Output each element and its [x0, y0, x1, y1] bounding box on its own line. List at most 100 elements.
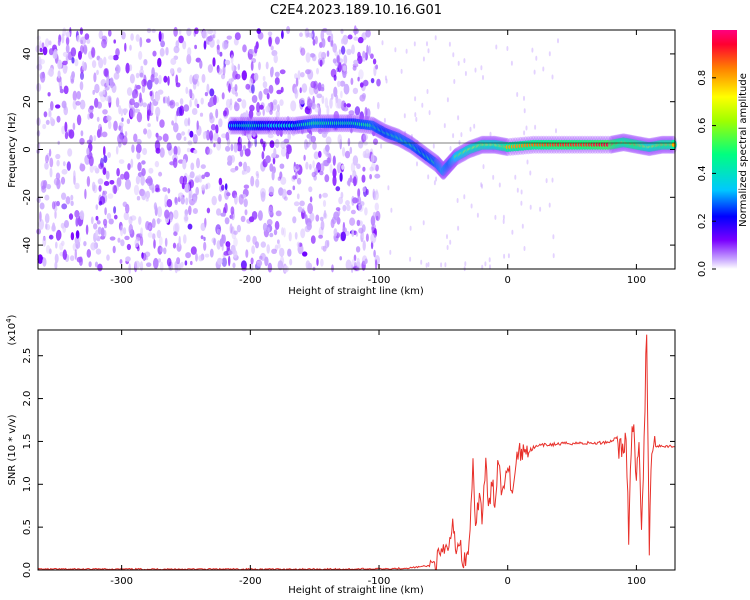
noise-speckle — [100, 227, 105, 237]
noise-speckle — [88, 107, 94, 114]
noise-speckle — [241, 129, 245, 137]
noise-speckle — [103, 181, 110, 186]
noise-speckle — [203, 236, 206, 241]
noise-speckle — [207, 64, 213, 73]
noise-speckle — [270, 45, 274, 51]
noise-speckle — [374, 259, 378, 270]
noise-speckle — [333, 86, 338, 98]
noise-speckle — [529, 204, 532, 210]
noise-speckle — [281, 227, 284, 236]
noise-speckle — [93, 135, 97, 142]
noise-speckle — [492, 174, 495, 180]
noise-speckle — [45, 119, 50, 125]
noise-speckle — [57, 59, 63, 70]
noise-speckle — [482, 164, 485, 170]
noise-speckle — [254, 45, 258, 54]
spectrogram-y-ticks: -40 -20 0 20 40 — [22, 48, 675, 253]
noise-speckle — [63, 105, 68, 116]
noise-speckle — [470, 203, 473, 209]
x-tick-label: 100 — [627, 576, 646, 587]
noise-speckle — [310, 235, 316, 244]
noise-speckle — [130, 215, 137, 221]
noise-speckle — [156, 135, 163, 141]
noise-speckle — [169, 68, 174, 75]
noise-speckle — [286, 144, 292, 155]
noise-speckle — [198, 255, 204, 262]
noise-speckle — [449, 239, 452, 245]
noise-speckle — [193, 149, 198, 154]
noise-speckle — [151, 218, 156, 229]
noise-speckle — [237, 63, 240, 71]
noise-speckle — [353, 254, 357, 262]
noise-speckle — [421, 102, 424, 108]
noise-speckle — [260, 241, 266, 248]
noise-speckle — [129, 73, 135, 84]
noise-speckle — [124, 235, 130, 241]
noise-speckle — [68, 213, 74, 220]
noise-speckle — [222, 110, 227, 117]
noise-speckle — [362, 79, 369, 87]
noise-speckle — [98, 163, 104, 170]
noise-speckle — [125, 179, 131, 190]
noise-speckle — [94, 261, 99, 268]
noise-speckle — [343, 83, 350, 95]
noise-speckle — [200, 222, 206, 232]
noise-speckle — [79, 27, 83, 35]
noise-speckle — [290, 100, 297, 112]
noise-speckle — [123, 171, 130, 181]
colorbar-tick-label: 0.8 — [697, 70, 708, 86]
noise-speckle — [345, 200, 350, 206]
noise-speckle — [460, 132, 463, 138]
noise-speckle — [86, 176, 91, 187]
noise-speckle — [119, 259, 123, 264]
noise-speckle — [55, 241, 58, 249]
noise-speckle — [192, 196, 197, 204]
noise-speckle — [514, 174, 517, 180]
noise-speckle — [75, 100, 81, 106]
noise-speckle — [332, 43, 338, 53]
noise-speckle — [338, 49, 342, 55]
noise-speckle — [323, 210, 327, 218]
noise-speckle — [316, 162, 321, 171]
noise-speckle — [209, 248, 214, 258]
noise-speckle — [137, 162, 142, 172]
noise-speckle — [265, 61, 269, 70]
noise-speckle — [102, 89, 106, 95]
noise-speckle — [218, 177, 223, 186]
noise-speckle — [409, 256, 412, 262]
noise-speckle — [66, 161, 71, 171]
noise-speckle — [36, 83, 42, 92]
noise-speckle — [481, 264, 484, 270]
noise-speckle — [151, 102, 154, 114]
noise-speckle — [97, 263, 103, 272]
noise-speckle — [129, 98, 135, 106]
noise-speckle — [133, 102, 140, 109]
noise-speckle — [61, 169, 68, 175]
noise-speckle — [427, 48, 430, 54]
noise-speckle — [222, 40, 228, 50]
noise-speckle — [381, 40, 384, 46]
noise-speckle — [332, 155, 336, 166]
noise-speckle — [42, 236, 47, 247]
noise-speckle — [356, 219, 361, 227]
noise-speckle — [226, 35, 232, 40]
noise-speckle — [96, 220, 101, 225]
noise-speckle — [64, 131, 69, 140]
noise-speckle — [109, 77, 114, 89]
noise-speckle — [324, 174, 330, 183]
noise-speckle — [305, 52, 311, 63]
noise-speckle — [322, 192, 328, 198]
noise-speckle — [157, 89, 164, 95]
noise-speckle — [370, 153, 375, 164]
noise-speckle — [302, 251, 308, 257]
noise-speckle — [164, 209, 170, 219]
noise-speckle — [207, 148, 213, 155]
noise-speckle — [68, 129, 75, 139]
noise-speckle — [130, 158, 134, 168]
noise-speckle — [120, 239, 125, 247]
noise-speckle — [146, 38, 151, 43]
noise-speckle — [340, 90, 343, 99]
noise-speckle — [268, 186, 275, 196]
noise-speckle — [171, 120, 175, 126]
noise-speckle — [153, 239, 156, 249]
